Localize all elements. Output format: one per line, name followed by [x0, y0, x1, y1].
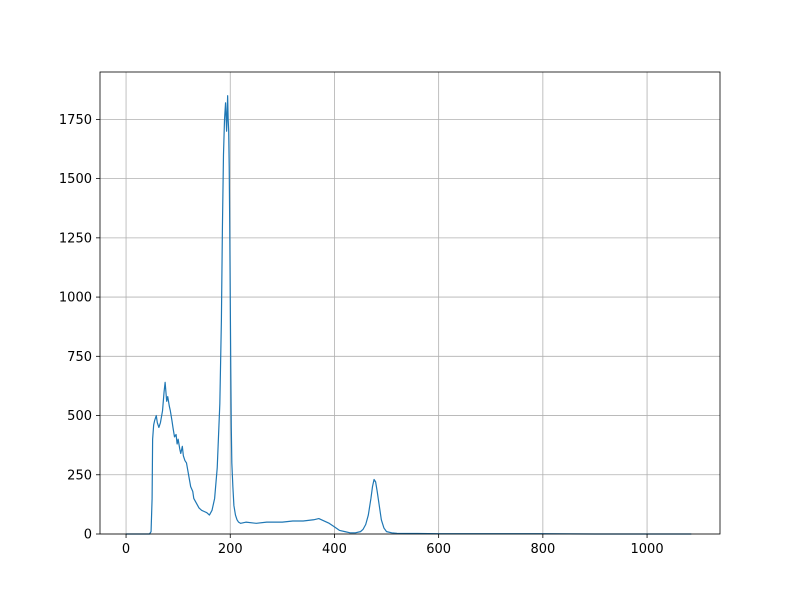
x-tick-label: 200	[218, 542, 243, 557]
x-axis: 0 200 400 600 800 1000	[122, 534, 664, 557]
x-tick-label: 800	[530, 542, 555, 557]
x-tick-label: 400	[322, 542, 347, 557]
y-tick-label: 1250	[59, 231, 92, 246]
axes-frame	[99, 71, 721, 535]
y-tick-label: 250	[67, 468, 92, 483]
x-tick-label: 600	[426, 542, 451, 557]
y-tick-label: 0	[84, 528, 92, 543]
y-tick-label: 750	[67, 350, 92, 365]
y-tick-label: 1500	[59, 172, 92, 187]
series	[126, 95, 692, 535]
y-tick-label: 1750	[59, 113, 92, 128]
grid	[100, 72, 720, 535]
x-tick-label: 1000	[631, 542, 664, 557]
y-tick-label: 500	[67, 409, 92, 424]
y-axis: 0 250 500 750 1000 1250 1500 1750	[59, 113, 100, 543]
y-tick-label: 1000	[59, 291, 92, 306]
series-line	[126, 95, 692, 535]
x-tick-label: 0	[122, 542, 130, 557]
